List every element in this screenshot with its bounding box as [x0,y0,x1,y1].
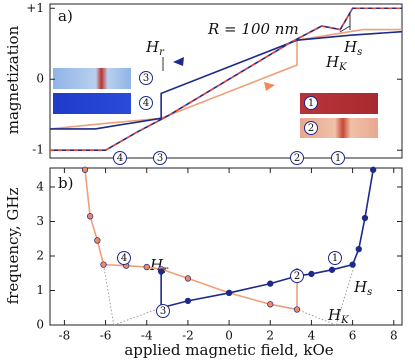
circle-marker [331,151,345,165]
circle-marker [153,151,167,165]
y-tick-label: -1 [32,143,44,157]
annotation: Hs [343,38,362,58]
data-point [355,245,362,253]
circle-label: 4 [121,253,127,264]
y-tick-label: 0 [36,318,44,332]
x-tick-label: -8 [59,329,71,343]
annotation: Hs [353,278,372,298]
arrow-head [173,57,184,66]
data-point [370,166,377,173]
circle-label: 4 [143,98,149,109]
data-point [86,213,94,220]
y-tick-label: 3 [36,214,44,228]
annotation: HK [325,53,347,73]
x-tick-label: 2 [266,329,274,343]
series-line-dash [50,7,402,151]
series-line [160,169,374,309]
data-point [158,268,165,275]
x-tick-label: 8 [390,329,398,343]
y-axis-label: magnetization [4,25,22,134]
circle-marker [139,71,153,85]
data-point [184,297,192,304]
circle-label: 2 [308,123,314,134]
data-point [100,261,107,268]
inset-image [300,118,378,138]
series-line [113,307,162,326]
circle-label: 2 [294,271,300,282]
data-point [349,261,356,268]
y-tick-label: 1 [36,283,44,297]
x-tick-label: 6 [349,329,357,343]
inset-image [53,68,131,89]
data-point [308,270,315,278]
circle-label: 3 [157,153,163,164]
data-point [225,289,233,297]
insets [53,68,378,138]
inset-image [300,93,378,114]
x-tick-label: 0 [225,329,233,343]
circle-label: 2 [294,153,300,164]
circle-label: 1 [332,253,338,264]
annotation: R = 100 nm [207,20,299,38]
annotation: Hr [145,38,165,58]
y-tick-label: +1 [26,1,44,15]
panel-label: a) [58,7,73,25]
data-point [81,166,89,173]
circle-marker [117,251,131,265]
circle-label: 3 [143,73,149,84]
data-point [328,266,336,273]
circle-marker [290,151,304,165]
series-line [296,309,337,326]
circle-marker [290,269,304,283]
x-tick-label: -2 [182,329,194,343]
y-tick-label: 0 [36,72,44,86]
circle-marker [304,96,318,110]
arrow-head [264,82,275,91]
y-tick-label: 2 [36,248,44,262]
data-point [267,280,274,287]
x-tick-label: 4 [308,329,316,343]
data-point [94,237,101,244]
plot-frame [49,3,403,159]
circle-label: 1 [308,98,314,109]
x-tick-label: -6 [100,329,112,343]
circle-label: 4 [117,153,123,164]
data-point [361,214,369,222]
inset-image [53,93,131,114]
circle-marker [328,251,342,265]
series-line [84,169,298,311]
data-point [143,263,150,271]
circle-label: 3 [160,306,166,317]
series-line [49,28,402,130]
data-point [267,301,274,308]
circle-label: 1 [335,153,341,164]
x-axis-label: applied magnetic field, kOe [124,341,333,359]
annotation: HK [327,306,349,326]
data-point [184,275,192,282]
y-axis-label: frequency, GHz [4,188,22,305]
x-tick-label: -4 [141,329,153,343]
series-line [50,30,403,130]
circle-marker [304,121,318,135]
panel-label: b) [58,174,73,192]
arrows [162,14,351,71]
circle-marker [156,304,170,318]
series-line [335,264,356,326]
series-line [103,264,115,326]
circle-marker [139,96,153,110]
circle-marker [113,151,127,165]
plot-frame [49,167,403,326]
arrow [339,25,351,33]
y-tick-label: 4 [36,179,44,193]
data-point [293,306,301,313]
